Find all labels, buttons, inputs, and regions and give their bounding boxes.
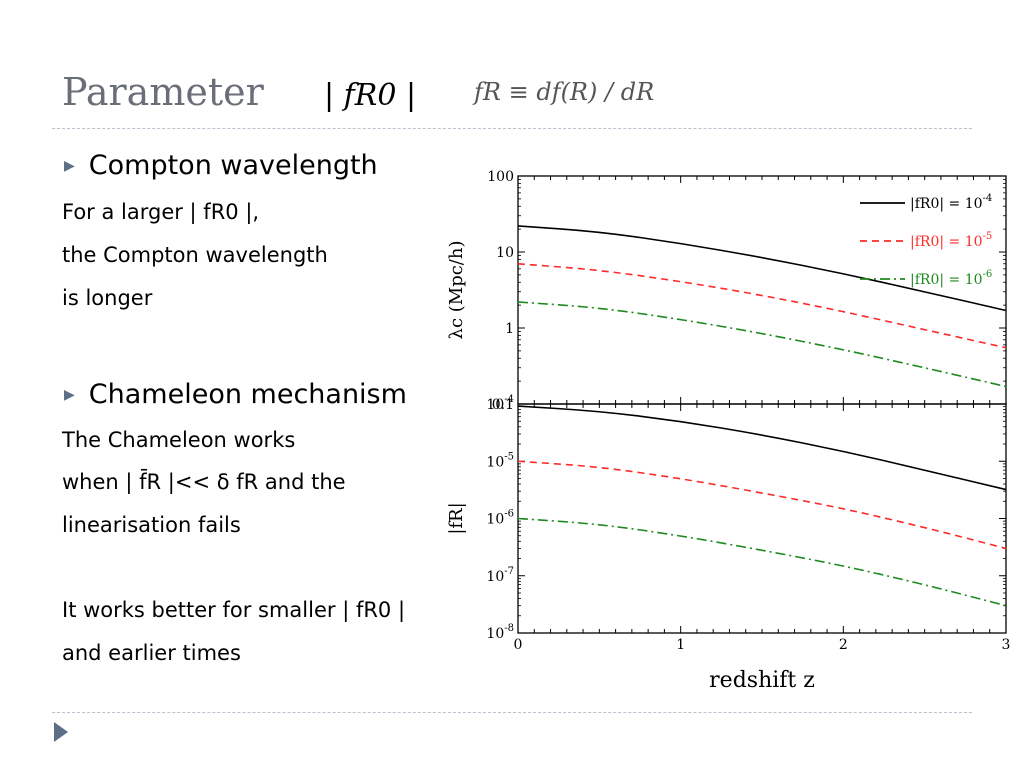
compton-line-2: the Compton wavelength <box>62 243 328 267</box>
y-tick-label: 10-8 <box>486 623 514 642</box>
title-divider <box>52 128 972 129</box>
y-tick-label: 1 <box>505 321 514 337</box>
next-slide-arrow-icon[interactable] <box>54 722 68 742</box>
series-line-fr-0 <box>517 405 1007 491</box>
series-line-lambda-1 <box>517 262 1007 349</box>
legend-label: |fR0| = 10-5 <box>910 231 992 250</box>
bullet-chameleon: ▶ Chameleon mechanism <box>64 379 407 410</box>
bullet-heading: Compton wavelength <box>88 150 378 181</box>
compton-line-3: is longer <box>62 286 153 310</box>
plot-frame <box>517 403 1007 634</box>
y-tick-label: 10-4 <box>486 394 514 413</box>
x-tick-label: 3 <box>1002 637 1011 653</box>
bullet-triangle-icon: ▶ <box>64 158 75 174</box>
chameleon-line-4: It works better for smaller | fR0 | <box>62 598 406 622</box>
x-tick-label: 1 <box>676 637 685 653</box>
y-tick-label: 10-7 <box>486 566 514 585</box>
y-axis-label: |fR| <box>446 502 467 534</box>
chameleon-line-3: linearisation fails <box>62 513 241 537</box>
legend-label: |fR0| = 10-4 <box>910 193 992 212</box>
x-axis-label: redshift z <box>709 668 815 693</box>
series-line-fr-1 <box>517 460 1007 550</box>
y-axis-label: λc (Mpc/h) <box>446 241 467 340</box>
x-tick-label: 2 <box>839 637 848 653</box>
y-tick-label: 10-5 <box>486 451 514 470</box>
chameleon-line-2: when | f̄R |<< δ fR and the <box>62 470 346 494</box>
series-line-lambda-0 <box>517 225 1007 312</box>
chameleon-line-5: and earlier times <box>62 641 241 665</box>
compton-line-1: For a larger | fR0 |, <box>62 200 260 224</box>
slide-title-text: Parameter <box>62 70 264 114</box>
bullet-heading: Chameleon mechanism <box>88 379 407 410</box>
chameleon-line-1: The Chameleon works <box>62 428 296 452</box>
bullet-compton: ▶ Compton wavelength <box>64 150 378 181</box>
bullet-triangle-icon: ▶ <box>64 387 75 403</box>
fr-definition-text: fR ≡ df(R) / dR <box>474 78 655 106</box>
footer-divider <box>52 712 972 713</box>
y-tick-label: 0.1 <box>492 397 514 413</box>
y-tick-label: 10 <box>496 245 514 261</box>
y-tick-label: 100 <box>487 169 514 185</box>
legend-label: |fR0| = 10-6 <box>910 269 992 288</box>
series-line-fr-2 <box>517 517 1007 607</box>
series-line-lambda-2 <box>517 301 1007 388</box>
slide-title: Parameter <box>62 70 264 114</box>
title-fr0-symbol: | fR0 | <box>324 78 416 113</box>
title-math: | fR0 | <box>324 78 417 113</box>
y-tick-label: 10-6 <box>486 509 514 528</box>
fr-definition: fR ≡ df(R) / dR <box>474 78 654 106</box>
x-tick-label: 0 <box>514 637 523 653</box>
